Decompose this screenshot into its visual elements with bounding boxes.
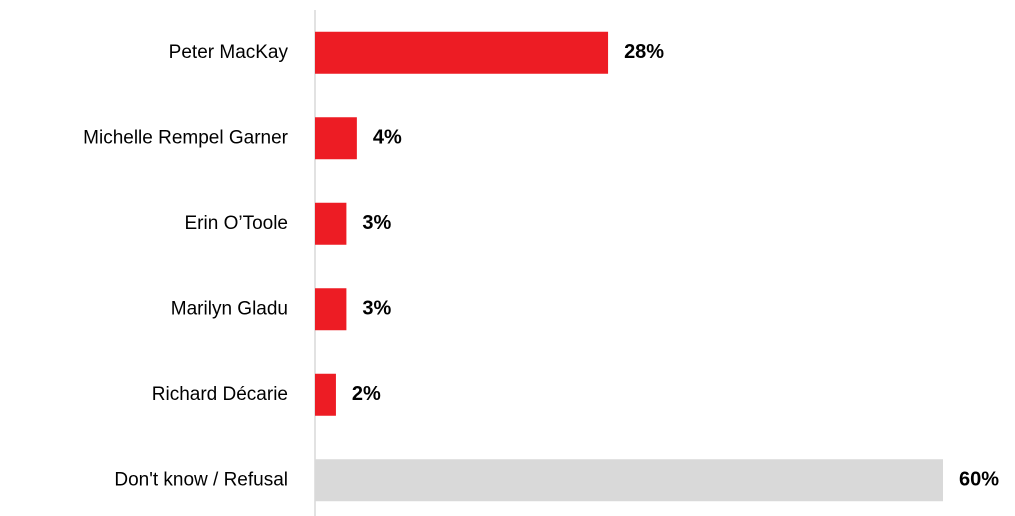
category-label: Richard Décarie xyxy=(152,384,288,405)
value-label: 28% xyxy=(624,41,664,63)
bar xyxy=(315,31,609,74)
category-label: Don't know / Refusal xyxy=(114,469,288,490)
bar xyxy=(315,288,347,331)
category-label: Michelle Rempel Garner xyxy=(83,127,289,148)
bar xyxy=(315,373,336,416)
category-label: Marilyn Gladu xyxy=(171,298,288,319)
category-label: Peter MacKay xyxy=(169,42,289,63)
value-label: 3% xyxy=(362,298,391,320)
bar xyxy=(315,202,347,245)
category-label: Erin O’Toole xyxy=(185,213,289,234)
value-label: 60% xyxy=(959,469,999,491)
bar xyxy=(315,117,357,160)
value-label: 2% xyxy=(352,383,381,405)
bar xyxy=(315,459,943,502)
value-label: 4% xyxy=(373,127,402,149)
value-label: 3% xyxy=(362,212,391,234)
